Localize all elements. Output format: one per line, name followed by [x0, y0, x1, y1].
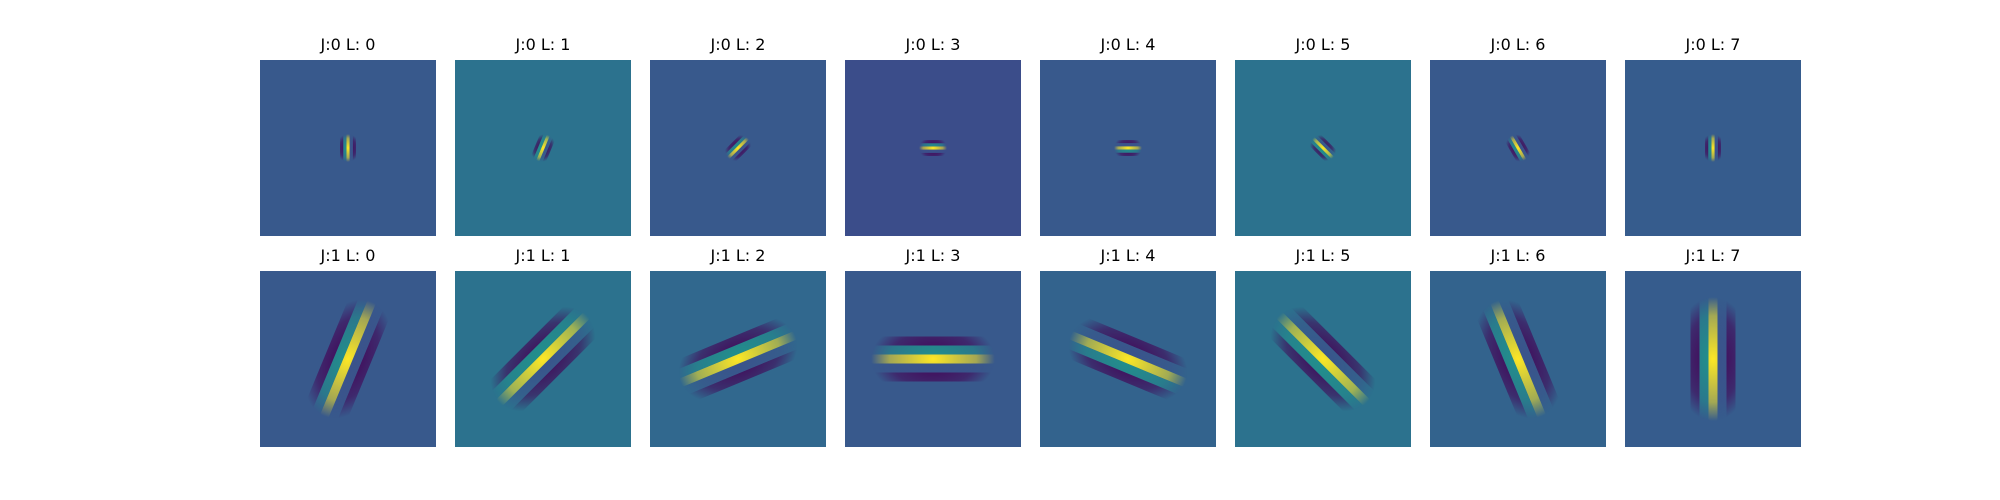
- filter-panel: J:1 L: 6: [1430, 246, 1606, 447]
- wavelet-pattern: [339, 134, 356, 162]
- filter-panel: J:1 L: 2: [650, 246, 826, 447]
- filter-panel: J:0 L: 4: [1040, 35, 1216, 236]
- panel-title: J:0 L: 5: [1295, 35, 1351, 54]
- wavelet-pattern: [303, 293, 393, 425]
- panel-title: J:1 L: 3: [905, 246, 961, 265]
- panel-title: J:1 L: 2: [710, 246, 766, 265]
- panel-title: J:0 L: 0: [320, 35, 376, 54]
- filter-panel: J:1 L: 4: [1040, 246, 1216, 447]
- filter-panel: J:0 L: 1: [455, 35, 631, 236]
- filter-panel: J:0 L: 5: [1235, 35, 1411, 236]
- filter-panel: J:0 L: 6: [1430, 35, 1606, 236]
- wavelet-pattern: [530, 132, 556, 164]
- panel-title: J:0 L: 4: [1100, 35, 1156, 54]
- panel-title: J:0 L: 6: [1490, 35, 1546, 54]
- filter-panel: J:0 L: 7: [1625, 35, 1801, 236]
- filter-panel: J:1 L: 5: [1235, 246, 1411, 447]
- wavelet-pattern: [672, 314, 804, 404]
- panel-title: J:0 L: 1: [515, 35, 571, 54]
- panel-title: J:1 L: 6: [1490, 246, 1546, 265]
- wavelet-pattern: [871, 336, 995, 382]
- filter-panel: J:1 L: 3: [845, 246, 1021, 447]
- panel-title: J:0 L: 2: [710, 35, 766, 54]
- filter-panel: J:0 L: 0: [260, 35, 436, 236]
- filter-panel: J:1 L: 1: [455, 246, 631, 447]
- wavelet-pattern: [1307, 132, 1339, 164]
- wavelet-pattern: [919, 140, 947, 156]
- panel-title: J:1 L: 4: [1100, 246, 1156, 265]
- wavelet-pattern: [1473, 293, 1563, 425]
- wavelet-pattern: [1504, 131, 1532, 165]
- filter-panel: J:1 L: 7: [1625, 246, 1801, 447]
- wavelet-pattern: [722, 132, 754, 164]
- panel-title: J:0 L: 3: [905, 35, 961, 54]
- panel-title: J:1 L: 7: [1685, 246, 1741, 265]
- filter-panel: J:0 L: 3: [845, 35, 1021, 236]
- panel-title: J:1 L: 0: [320, 246, 376, 265]
- wavelet-pattern: [1114, 140, 1142, 156]
- wavelet-pattern: [1062, 314, 1194, 404]
- wavelet-pattern: [1690, 297, 1736, 421]
- panel-title: J:1 L: 1: [515, 246, 571, 265]
- filter-panel: J:1 L: 0: [260, 246, 436, 447]
- filter-panel: J:0 L: 2: [650, 35, 826, 236]
- wavelet-pattern: [1704, 134, 1721, 162]
- panel-title: J:0 L: 7: [1685, 35, 1741, 54]
- wavelet-pattern: [1263, 299, 1383, 419]
- panel-title: J:1 L: 5: [1295, 246, 1351, 265]
- wavelet-pattern: [483, 299, 603, 419]
